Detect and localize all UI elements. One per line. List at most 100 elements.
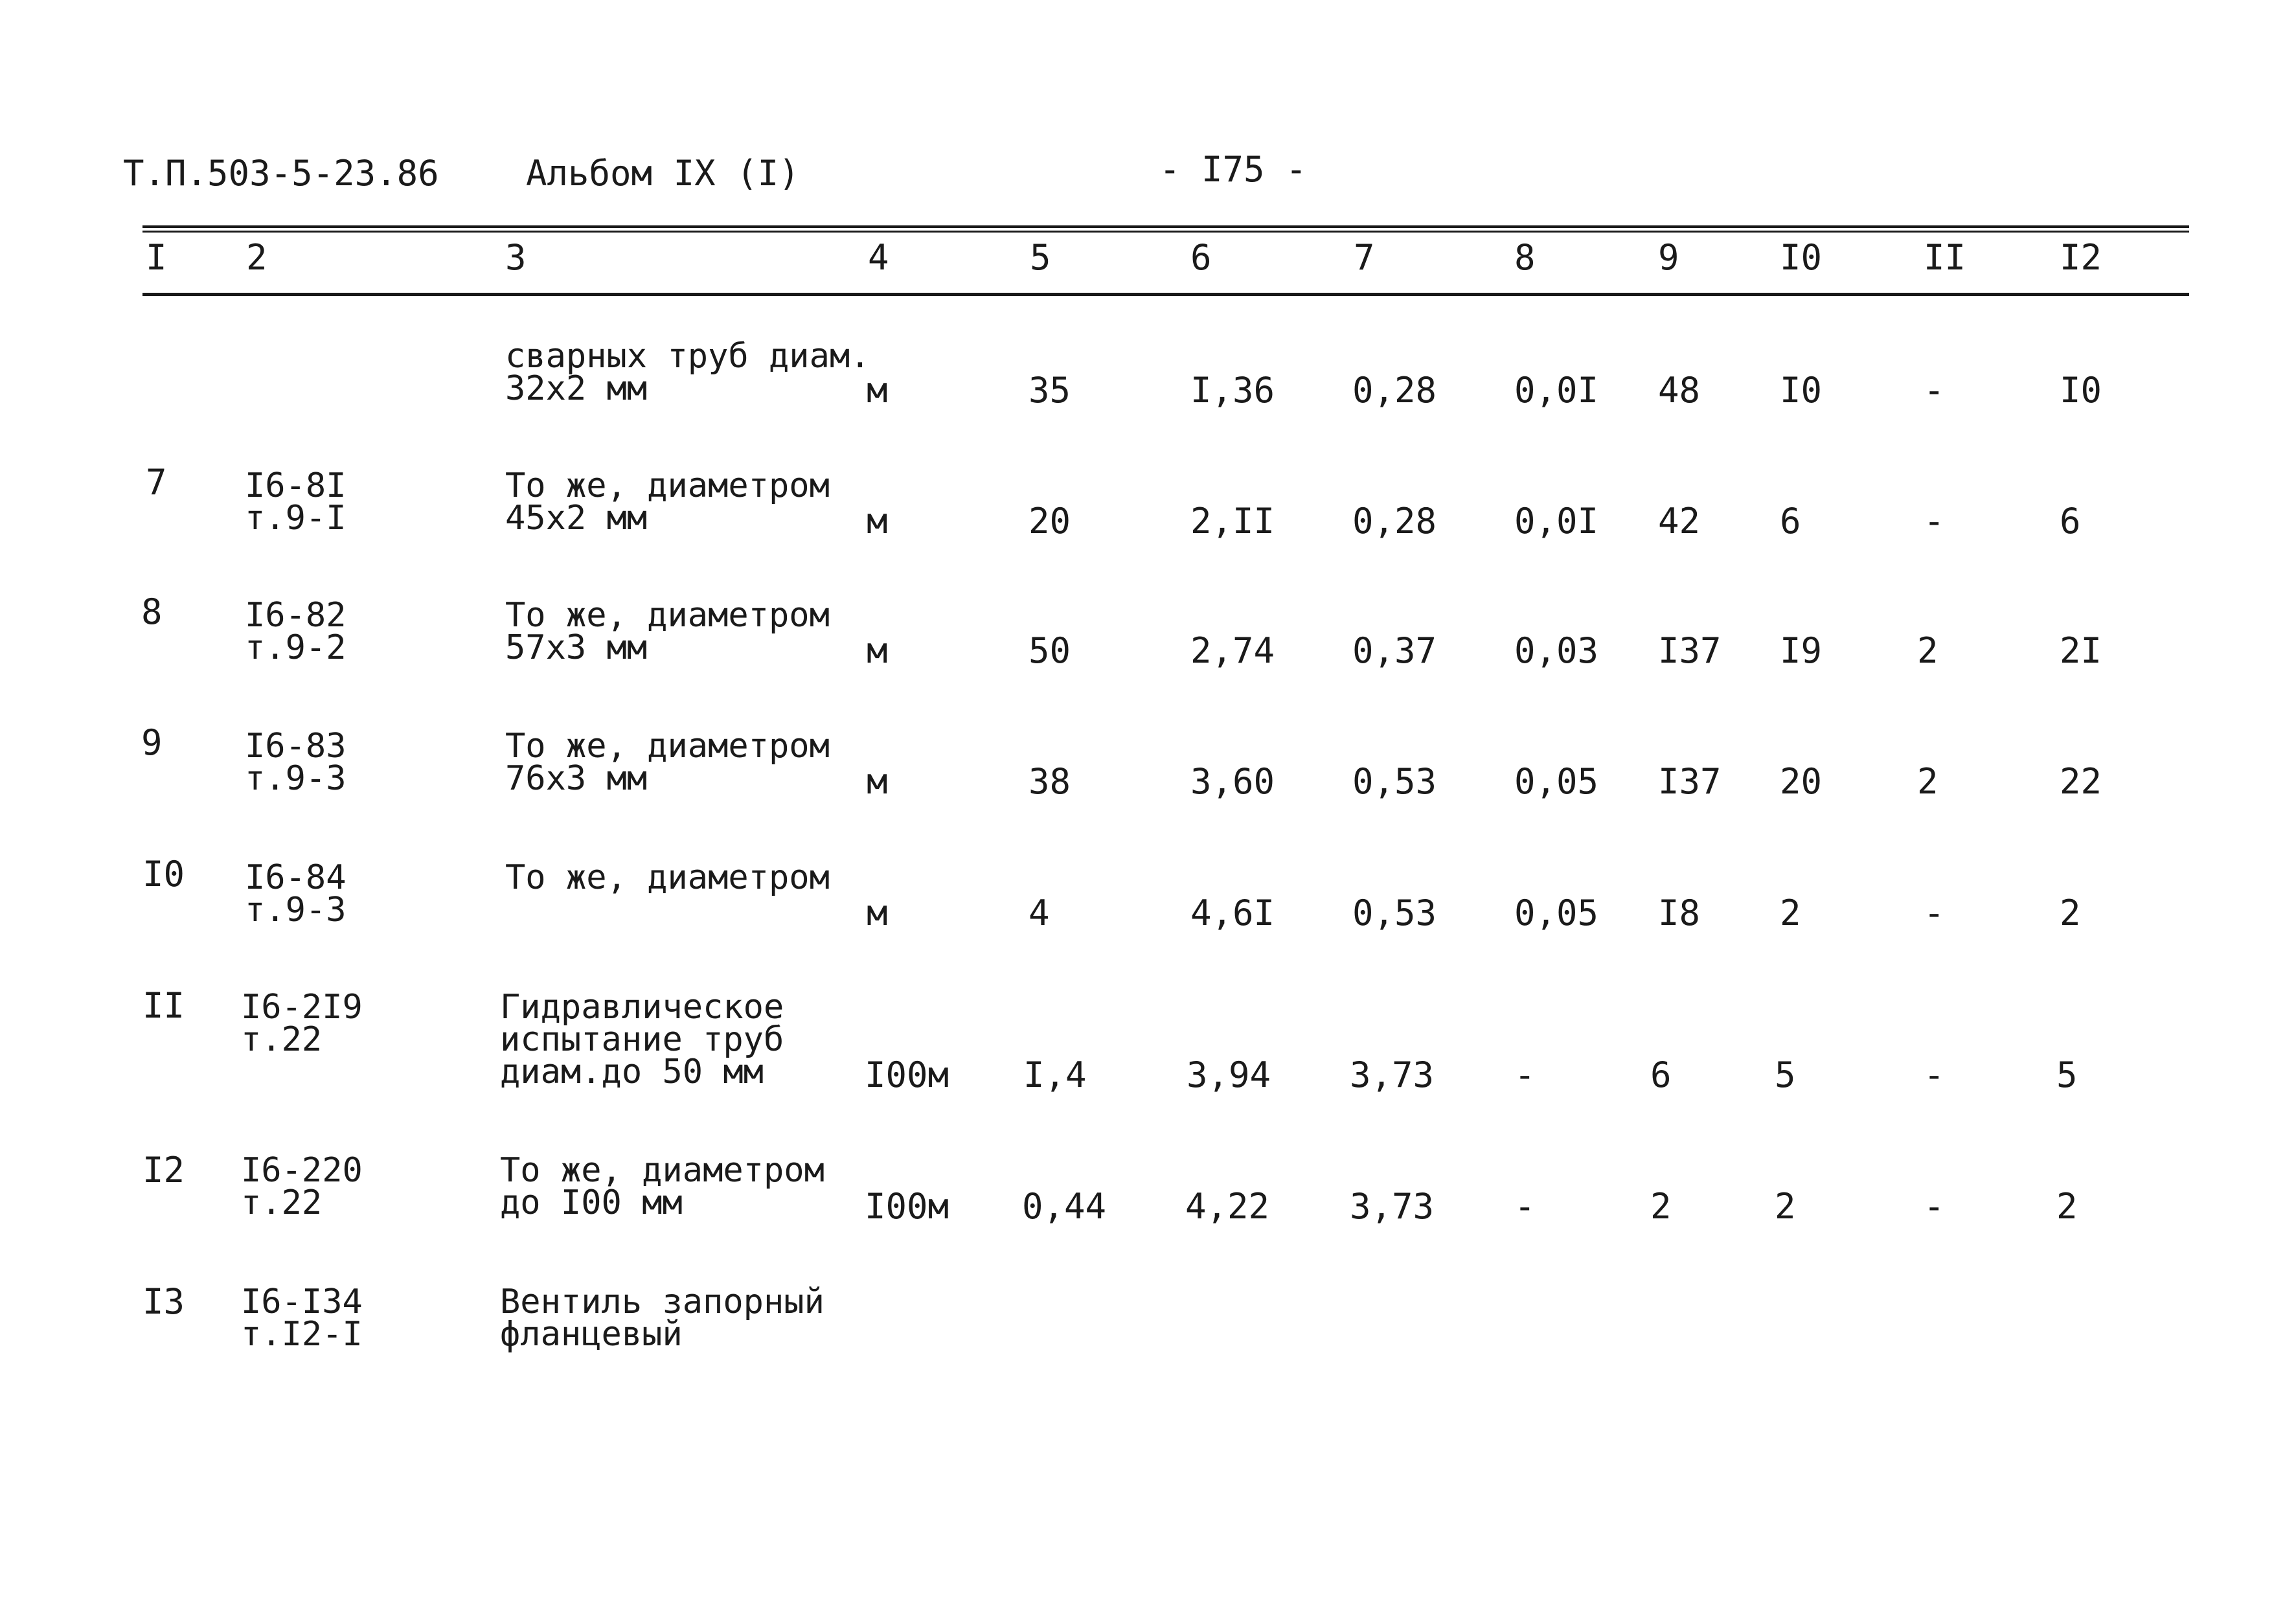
norm-table-ref: т.9-3 — [245, 759, 347, 798]
work-description: То же, диаметром — [505, 596, 830, 635]
value-col12: 5 — [2056, 1054, 2078, 1095]
column-number: I2 — [2060, 237, 2102, 278]
work-description: сварных труб диам. — [505, 337, 870, 376]
work-description: То же, диаметром — [505, 727, 830, 766]
value-col10: I9 — [1780, 630, 1823, 671]
column-number: I0 — [1780, 237, 1823, 278]
value-col7: 0,53 — [1352, 893, 1437, 933]
value-col8: 0,05 — [1514, 761, 1599, 802]
work-description: Гидравлическое — [500, 988, 784, 1027]
value-col6: 2,II — [1190, 501, 1275, 541]
column-number: 2 — [246, 237, 267, 278]
column-number: I — [146, 237, 167, 278]
column-number: 4 — [868, 237, 889, 278]
value-col12: 2I — [2060, 630, 2102, 671]
table-header-bottom-rule — [142, 293, 2189, 296]
value-col10: 6 — [1780, 501, 1801, 541]
row-number: I3 — [142, 1281, 185, 1322]
quantity: 35 — [1029, 370, 1071, 411]
value-col9: 6 — [1650, 1054, 1672, 1095]
value-col6: 4,22 — [1185, 1186, 1270, 1227]
document-code: Т.П.503-5-23.86 — [123, 153, 439, 194]
work-description: испытание труб — [500, 1020, 784, 1059]
value-col12: 2 — [2060, 893, 2081, 933]
unit: м — [867, 501, 888, 541]
value-col9: I37 — [1658, 630, 1722, 671]
column-number: 8 — [1514, 237, 1536, 278]
unit: м — [867, 370, 888, 411]
value-col8: 0,05 — [1514, 893, 1599, 933]
value-col11: - — [1924, 370, 1945, 411]
value-col7: 0,28 — [1352, 370, 1437, 411]
work-description: до I00 мм — [500, 1183, 683, 1222]
value-col9: 2 — [1650, 1186, 1672, 1227]
value-col7: 0,37 — [1352, 630, 1437, 671]
unit: м — [867, 761, 888, 802]
norm-table-ref: т.22 — [241, 1020, 323, 1059]
work-description: 32х2 мм — [505, 369, 648, 408]
value-col8: 0,03 — [1514, 630, 1599, 671]
value-col8: - — [1514, 1186, 1536, 1227]
value-col10: 2 — [1780, 893, 1801, 933]
row-number: 8 — [141, 591, 163, 632]
value-col10: I0 — [1780, 370, 1823, 411]
page-number: - I75 - — [1159, 149, 1307, 190]
work-description: 76х3 мм — [505, 759, 648, 798]
unit: м — [867, 893, 888, 933]
norm-code: I6-83 — [245, 727, 347, 766]
norm-code: I6-82 — [245, 596, 347, 635]
row-number: I0 — [142, 854, 185, 895]
quantity: 0,44 — [1022, 1186, 1107, 1227]
row-number: II — [142, 985, 185, 1026]
quantity: 20 — [1029, 501, 1071, 541]
norm-code: I6-84 — [245, 858, 347, 897]
table-top-rule-secondary — [142, 231, 2189, 233]
value-col9: I8 — [1658, 893, 1701, 933]
table-top-rule — [142, 225, 2189, 228]
value-col10: 5 — [1775, 1054, 1796, 1095]
norm-code: I6-2I9 — [241, 988, 363, 1027]
value-col9: I37 — [1658, 761, 1722, 802]
value-col10: 2 — [1775, 1186, 1796, 1227]
column-number: 7 — [1354, 237, 1375, 278]
norm-code: I6-220 — [241, 1151, 363, 1190]
value-col11: 2 — [1917, 761, 1938, 802]
value-col6: I,36 — [1190, 370, 1275, 411]
value-col7: 3,73 — [1350, 1054, 1435, 1095]
value-col6: 2,74 — [1190, 630, 1275, 671]
quantity: 50 — [1029, 630, 1071, 671]
row-number: I2 — [142, 1150, 185, 1191]
value-col7: 3,73 — [1350, 1186, 1435, 1227]
value-col8: 0,0I — [1514, 370, 1599, 411]
value-col11: - — [1924, 1186, 1945, 1227]
value-col11: - — [1924, 501, 1945, 541]
work-description: То же, диаметром — [505, 858, 830, 897]
row-number: 9 — [141, 722, 163, 763]
column-number: 9 — [1658, 237, 1679, 278]
value-col11: - — [1924, 1054, 1945, 1095]
row-number: 7 — [146, 462, 167, 503]
value-col9: 48 — [1658, 370, 1701, 411]
unit: I00м — [865, 1186, 949, 1227]
norm-code: I6-8I — [245, 466, 347, 505]
norm-table-ref: т.9-I — [245, 499, 347, 538]
value-col8: 0,0I — [1514, 501, 1599, 541]
quantity: I,4 — [1023, 1054, 1087, 1095]
value-col6: 3,94 — [1187, 1054, 1271, 1095]
norm-table-ref: т.9-2 — [245, 628, 347, 667]
column-number: II — [1924, 237, 1966, 278]
work-description: То же, диаметром — [505, 466, 830, 505]
column-number: 6 — [1190, 237, 1212, 278]
value-col8: - — [1514, 1054, 1536, 1095]
norm-table-ref: т.I2-I — [241, 1315, 363, 1354]
value-col7: 0,28 — [1352, 501, 1437, 541]
value-col11: 2 — [1917, 630, 1938, 671]
quantity: 38 — [1029, 761, 1071, 802]
work-description: диам.до 50 мм — [500, 1053, 764, 1091]
value-col12: 2 — [2056, 1186, 2078, 1227]
value-col11: - — [1924, 893, 1945, 933]
norm-code: I6-I34 — [241, 1282, 363, 1321]
album-label: Альбом IX (I) — [526, 153, 800, 194]
column-number: 3 — [505, 237, 527, 278]
work-description: То же, диаметром — [500, 1151, 824, 1190]
